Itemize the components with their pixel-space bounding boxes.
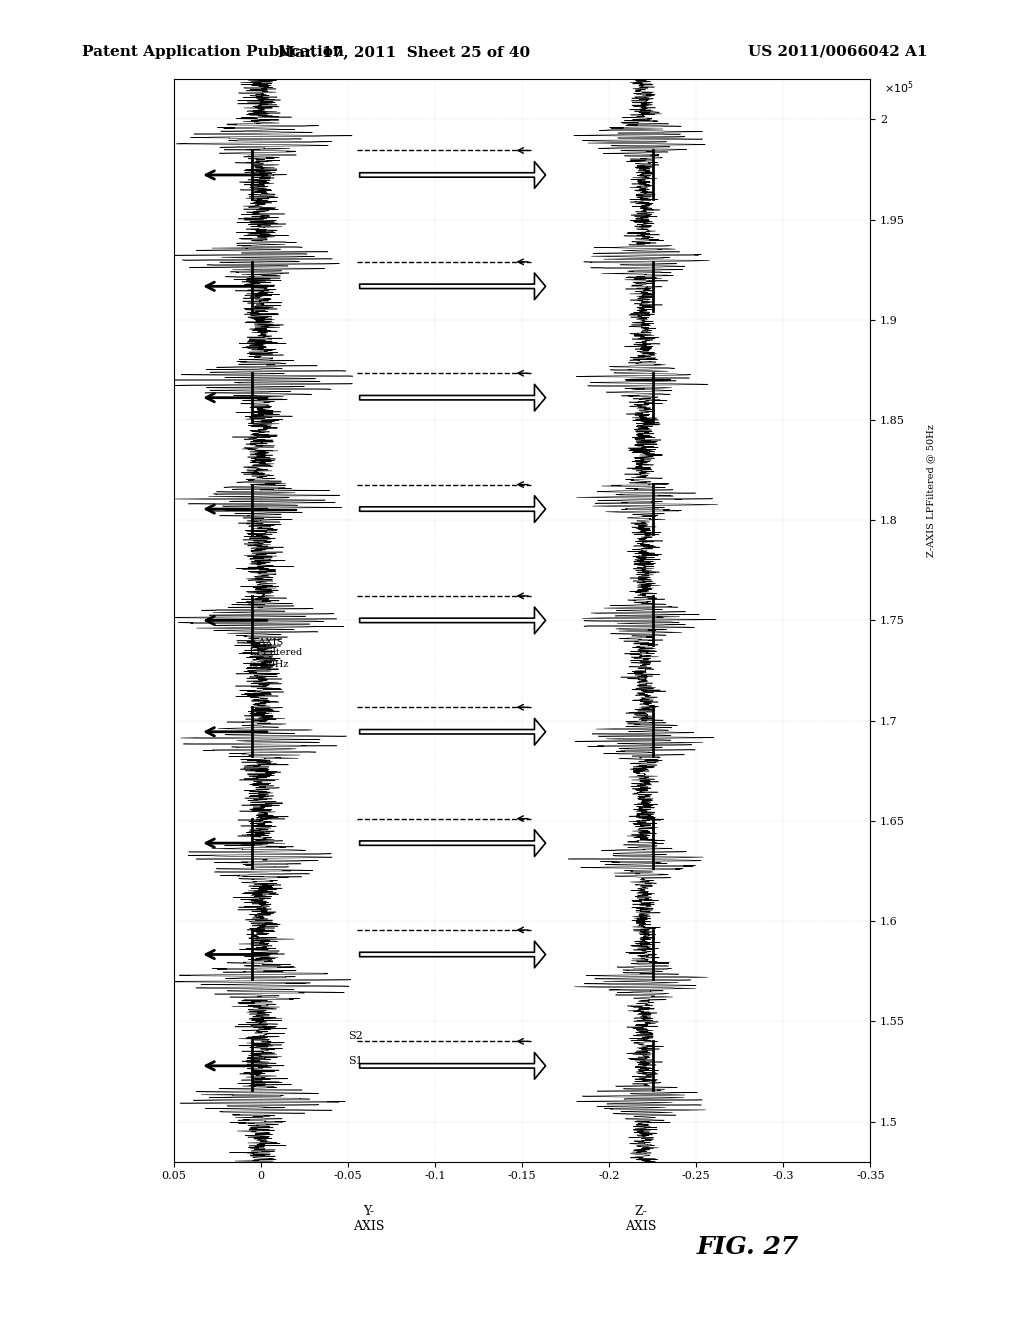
Text: US 2011/0066042 A1: US 2011/0066042 A1 [748, 45, 927, 59]
Text: S1: S1 [348, 1056, 362, 1065]
Text: Patent Application Publication: Patent Application Publication [82, 45, 344, 59]
Text: Z-
AXIS: Z- AXIS [625, 1205, 656, 1233]
Text: Y-
AXIS: Y- AXIS [353, 1205, 385, 1233]
Text: Mar. 17, 2011  Sheet 25 of 40: Mar. 17, 2011 Sheet 25 of 40 [279, 45, 530, 59]
Text: FIG. 27: FIG. 27 [696, 1236, 799, 1259]
Text: S2: S2 [348, 1031, 362, 1041]
Text: Z-AXIS LPFiltered @ 50Hz: Z-AXIS LPFiltered @ 50Hz [926, 424, 935, 557]
Text: — Y-AXIS
    LPFiltered
    @ 50Hz: — Y-AXIS LPFiltered @ 50Hz [237, 638, 302, 668]
Text: $\times10^5$: $\times10^5$ [885, 79, 914, 96]
